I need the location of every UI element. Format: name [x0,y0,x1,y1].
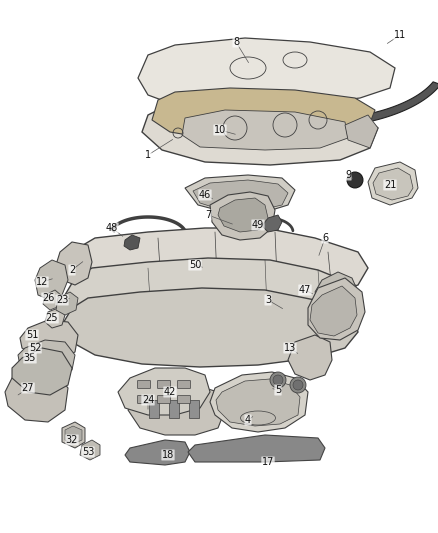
Text: 46: 46 [199,190,211,200]
Text: 51: 51 [26,330,38,340]
Polygon shape [142,100,378,165]
Text: 23: 23 [56,295,68,305]
Polygon shape [62,288,358,367]
Circle shape [347,172,363,188]
Polygon shape [192,82,438,128]
Text: 47: 47 [299,285,311,295]
Polygon shape [210,192,275,240]
Polygon shape [368,162,418,205]
Polygon shape [345,115,378,148]
Text: 13: 13 [284,343,296,353]
Polygon shape [55,242,92,285]
FancyBboxPatch shape [177,381,191,389]
Text: 4: 4 [245,415,251,425]
FancyBboxPatch shape [138,395,151,403]
Text: 52: 52 [29,343,41,353]
Polygon shape [118,368,210,415]
Polygon shape [138,38,395,108]
Polygon shape [65,258,362,337]
Polygon shape [80,440,100,460]
Text: 24: 24 [142,395,154,405]
Polygon shape [62,422,85,448]
Text: 25: 25 [46,313,58,323]
Text: 6: 6 [322,233,328,243]
Text: 8: 8 [233,37,239,47]
Polygon shape [262,215,282,232]
Text: 50: 50 [189,260,201,270]
Polygon shape [315,272,358,310]
Polygon shape [5,368,68,422]
Polygon shape [373,168,413,200]
Polygon shape [45,308,65,328]
Polygon shape [20,320,78,360]
Text: 18: 18 [162,450,174,460]
Text: 49: 49 [252,220,264,230]
Text: 3: 3 [265,295,271,305]
FancyBboxPatch shape [158,381,170,389]
Text: 9: 9 [345,170,351,180]
Polygon shape [216,379,300,426]
Bar [189,400,199,418]
Circle shape [270,372,286,388]
Bar [149,400,159,418]
Text: 10: 10 [214,125,226,135]
Polygon shape [56,292,78,315]
Polygon shape [308,278,365,340]
Polygon shape [125,440,190,465]
Polygon shape [288,335,332,380]
Polygon shape [12,348,72,395]
FancyBboxPatch shape [158,395,170,403]
Polygon shape [185,175,295,212]
Text: 11: 11 [394,30,406,40]
Polygon shape [310,286,357,336]
Text: 12: 12 [36,277,48,287]
Polygon shape [193,180,288,210]
FancyBboxPatch shape [177,395,191,403]
Circle shape [293,380,303,390]
Text: 53: 53 [82,447,94,457]
Text: 26: 26 [42,293,54,303]
Polygon shape [124,235,140,250]
Text: 7: 7 [205,210,211,220]
Text: 42: 42 [164,387,176,397]
Text: 5: 5 [275,385,281,395]
Polygon shape [68,228,368,305]
Polygon shape [188,435,325,462]
Polygon shape [210,372,308,432]
Polygon shape [218,198,268,232]
Text: 17: 17 [262,457,274,467]
Text: 1: 1 [145,150,151,160]
Polygon shape [43,290,62,310]
Text: 32: 32 [66,435,78,445]
Bar [169,400,179,418]
Circle shape [273,375,283,385]
Text: 27: 27 [22,383,34,393]
Text: 48: 48 [106,223,118,233]
Polygon shape [35,260,68,300]
FancyBboxPatch shape [138,381,151,389]
Text: 21: 21 [384,180,396,190]
Text: 2: 2 [69,265,75,275]
Circle shape [290,377,306,393]
Polygon shape [128,385,225,435]
Polygon shape [65,426,82,444]
Polygon shape [18,340,75,378]
Text: 35: 35 [24,353,36,363]
Polygon shape [152,88,375,142]
Polygon shape [182,110,348,150]
